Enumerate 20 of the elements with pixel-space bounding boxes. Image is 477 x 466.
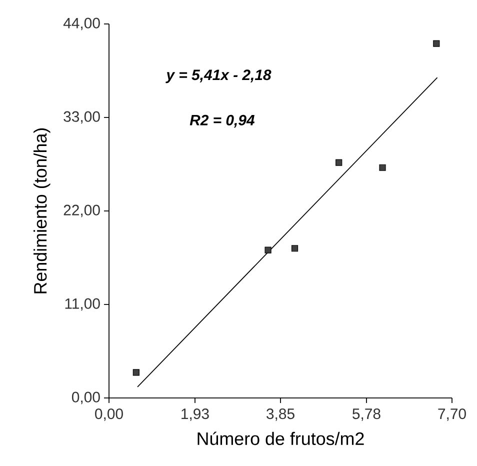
x-axis-title: Número de frutos/m2 [198, 432, 364, 446]
x-tick-label: 7,70 [438, 408, 466, 421]
point [433, 40, 440, 47]
point [291, 245, 298, 252]
y-tick-label: 44,00 [63, 18, 100, 30]
point [132, 369, 140, 376]
point [264, 246, 272, 254]
y-tick-label: 22,00 [64, 204, 100, 218]
y-axis-title: Rendimiento (ton/ha) [34, 128, 50, 294]
annotation: y = 5,41x - 2,18 [166, 70, 272, 84]
x-tick-label: 1,93 [182, 408, 209, 421]
y-tick-label: 11,00 [65, 298, 100, 311]
x-tick-label: 5,78 [352, 408, 380, 421]
annotation: R2 = 0,94 [190, 114, 255, 128]
x-tick-label: 3,85 [266, 408, 294, 421]
x-tick-label: 0,00 [95, 408, 123, 421]
point [379, 164, 386, 171]
y-tick-label: 33,00 [64, 111, 100, 124]
y-tick-label: 0,00 [72, 392, 100, 404]
point [336, 159, 342, 166]
